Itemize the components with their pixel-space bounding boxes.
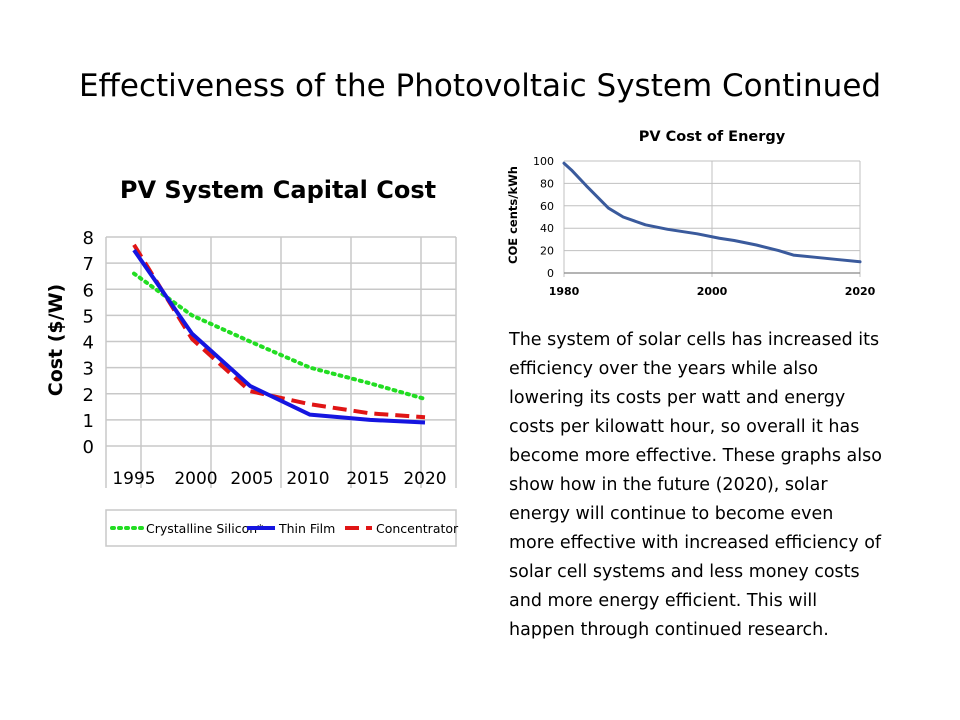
legend-box (105, 509, 457, 547)
x-tick-label: 2000 (174, 469, 217, 489)
y-axis-label: COE cents/kWh (506, 166, 520, 264)
chart-title: PV System Capital Cost (120, 176, 436, 204)
y-tick-label: 8 (83, 228, 94, 249)
legend-label: Concentrator (376, 521, 459, 536)
y-tick-label: 4 (83, 333, 94, 354)
legend-label: Thin Film (278, 521, 335, 536)
x-tick-label: 2010 (286, 469, 329, 489)
legend-label: Crystalline Silicon* (146, 521, 263, 536)
y-tick-label: 2 (83, 385, 94, 406)
x-tick-label: 2005 (230, 469, 273, 489)
y-tick-label: 20 (540, 245, 554, 258)
y-tick-label: 6 (83, 280, 94, 301)
x-tick-label: 2000 (697, 285, 728, 298)
y-tick-label: 7 (83, 254, 94, 275)
x-tick-label: 1980 (549, 285, 580, 298)
series-line-cost-of-energy (562, 161, 862, 264)
x-tick-label: 1995 (112, 469, 155, 489)
y-axis-label: Cost ($/W) (45, 284, 67, 397)
series-line-thin-film (132, 248, 426, 425)
x-tick-label: 2020 (403, 469, 446, 489)
y-tick-label: 0 (83, 437, 94, 458)
y-tick-label: 100 (533, 155, 554, 168)
y-tick-label: 80 (540, 177, 554, 190)
y-tick-label: 40 (540, 222, 554, 235)
y-tick-label: 0 (547, 267, 554, 280)
slide-title: Effectiveness of the Photovoltaic System… (78, 68, 882, 104)
series-line-crystalline-silicon (132, 271, 427, 401)
x-tick-label: 2015 (346, 469, 389, 489)
chart-title: PV Cost of Energy (639, 129, 786, 145)
y-tick-label: 60 (540, 200, 554, 213)
body-text: The system of solar cells has increased … (509, 330, 882, 640)
y-tick-label: 1 (83, 411, 94, 432)
y-tick-label: 5 (83, 306, 94, 327)
x-tick-label: 2020 (845, 285, 876, 298)
y-tick-label: 3 (83, 359, 94, 380)
